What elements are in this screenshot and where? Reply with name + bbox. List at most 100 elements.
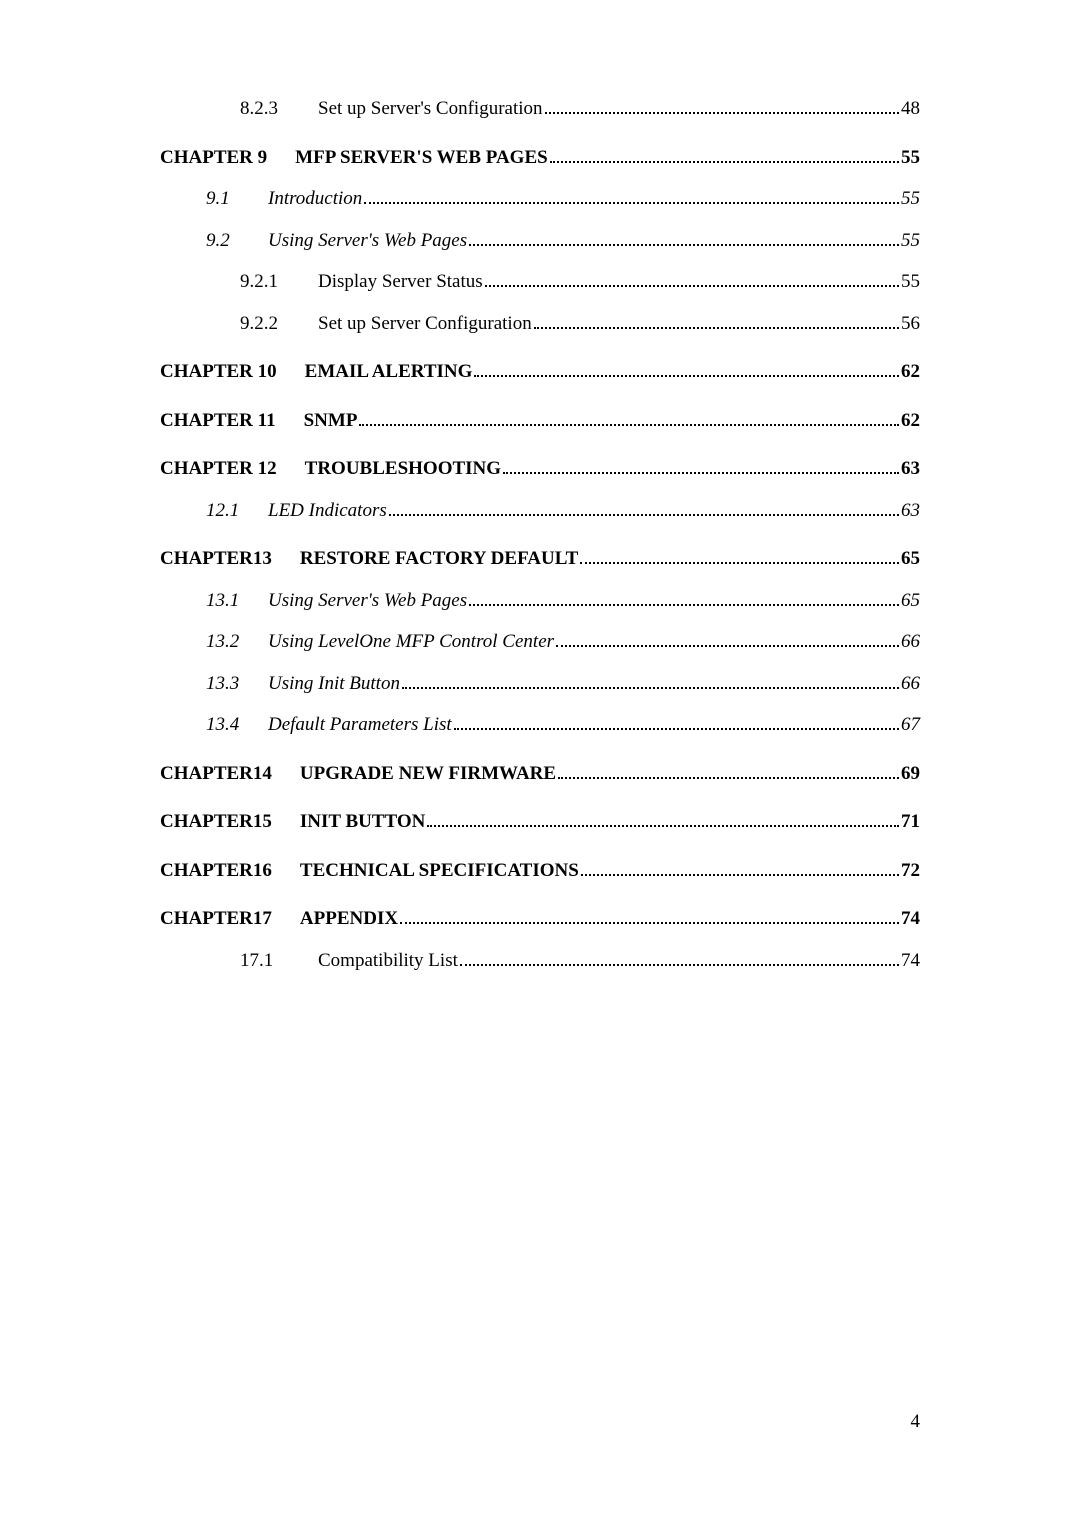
toc-page: 65 bbox=[901, 545, 920, 574]
toc-number: 13.2 bbox=[206, 628, 268, 657]
toc-title: MFP SERVER'S WEB PAGES bbox=[295, 144, 548, 173]
toc-page: 55 bbox=[901, 144, 920, 173]
toc-leader bbox=[545, 95, 899, 114]
toc-chapter: CHAPTER13 RESTORE FACTORY DEFAULT 65 bbox=[160, 545, 920, 574]
toc-chapter: CHAPTER16 TECHNICAL SPECIFICATIONS 72 bbox=[160, 857, 920, 886]
toc-title: Set up Server Configuration bbox=[318, 310, 532, 339]
toc-number: CHAPTER 9 bbox=[160, 144, 267, 173]
toc-leader bbox=[485, 268, 899, 287]
toc-entry: 17.1 Compatibility List 74 bbox=[160, 947, 920, 976]
toc-page: 67 bbox=[901, 711, 920, 740]
toc-title: Set up Server's Configuration bbox=[318, 95, 543, 124]
toc-entry: 9.2.2 Set up Server Configuration 56 bbox=[160, 310, 920, 339]
toc-number: 9.2 bbox=[206, 227, 268, 256]
toc-leader bbox=[469, 227, 899, 246]
toc-title: Using LevelOne MFP Control Center bbox=[268, 628, 554, 657]
toc-entry: 8.2.3 Set up Server's Configuration 48 bbox=[160, 95, 920, 124]
toc-chapter: CHAPTER15 INIT BUTTON 71 bbox=[160, 808, 920, 837]
toc-leader bbox=[503, 455, 899, 474]
toc-number: 13.4 bbox=[206, 711, 268, 740]
page-number: 4 bbox=[911, 1411, 921, 1433]
toc-page: 55 bbox=[901, 185, 920, 214]
toc-number: CHAPTER15 bbox=[160, 808, 272, 837]
toc-title: Compatibility List bbox=[318, 947, 458, 976]
toc-title: RESTORE FACTORY DEFAULT bbox=[300, 545, 578, 574]
toc-leader bbox=[580, 545, 899, 564]
toc-title: TROUBLESHOOTING bbox=[305, 455, 501, 484]
toc-entry: 9.1 Introduction 55 bbox=[160, 185, 920, 214]
toc-number: CHAPTER16 bbox=[160, 857, 272, 886]
toc-leader bbox=[402, 670, 899, 689]
toc-leader bbox=[359, 407, 899, 426]
toc-title: TECHNICAL SPECIFICATIONS bbox=[300, 857, 579, 886]
toc-number: CHAPTER13 bbox=[160, 545, 272, 574]
toc-title: EMAIL ALERTING bbox=[305, 358, 473, 387]
toc-leader bbox=[389, 497, 899, 516]
toc-page: 65 bbox=[901, 587, 920, 616]
toc-number: 17.1 bbox=[240, 947, 318, 976]
toc-page: 66 bbox=[901, 628, 920, 657]
toc-number: 13.1 bbox=[206, 587, 268, 616]
toc-title: INIT BUTTON bbox=[300, 808, 426, 837]
toc-leader bbox=[474, 358, 899, 377]
toc-number: 8.2.3 bbox=[240, 95, 318, 124]
toc-number: 12.1 bbox=[206, 497, 268, 526]
toc-page: 62 bbox=[901, 407, 920, 436]
toc-number: 9.1 bbox=[206, 185, 268, 214]
toc-title: Display Server Status bbox=[318, 268, 483, 297]
toc-leader bbox=[469, 587, 899, 606]
toc-leader bbox=[581, 857, 899, 876]
toc-chapter: CHAPTER 10 EMAIL ALERTING 62 bbox=[160, 358, 920, 387]
table-of-contents: 8.2.3 Set up Server's Configuration 48 C… bbox=[160, 95, 920, 975]
toc-page: 71 bbox=[901, 808, 920, 837]
toc-leader bbox=[400, 905, 899, 924]
toc-number: CHAPTER 11 bbox=[160, 407, 276, 436]
toc-number: CHAPTER 12 bbox=[160, 455, 277, 484]
toc-page: 55 bbox=[901, 268, 920, 297]
toc-title: Introduction bbox=[268, 185, 362, 214]
toc-number: 9.2.1 bbox=[240, 268, 318, 297]
toc-number: CHAPTER14 bbox=[160, 760, 272, 789]
toc-page: 63 bbox=[901, 455, 920, 484]
toc-leader bbox=[534, 310, 899, 329]
toc-page: 74 bbox=[901, 947, 920, 976]
toc-entry: 13.1 Using Server's Web Pages 65 bbox=[160, 587, 920, 616]
toc-entry: 9.2.1 Display Server Status 55 bbox=[160, 268, 920, 297]
toc-leader bbox=[364, 185, 899, 204]
toc-leader bbox=[460, 947, 899, 966]
toc-page: 62 bbox=[901, 358, 920, 387]
toc-page: 48 bbox=[901, 95, 920, 124]
toc-leader bbox=[550, 144, 899, 163]
toc-title: Using Server's Web Pages bbox=[268, 227, 467, 256]
toc-chapter: CHAPTER 11 SNMP 62 bbox=[160, 407, 920, 436]
toc-leader bbox=[556, 628, 899, 647]
toc-page: 66 bbox=[901, 670, 920, 699]
toc-title: Using Server's Web Pages bbox=[268, 587, 467, 616]
toc-number: CHAPTER17 bbox=[160, 905, 272, 934]
toc-leader bbox=[454, 711, 899, 730]
toc-title: LED Indicators bbox=[268, 497, 387, 526]
toc-title: APPENDIX bbox=[300, 905, 398, 934]
toc-leader bbox=[427, 808, 899, 827]
toc-chapter: CHAPTER 12 TROUBLESHOOTING 63 bbox=[160, 455, 920, 484]
toc-entry: 13.3 Using Init Button 66 bbox=[160, 670, 920, 699]
toc-entry: 12.1 LED Indicators 63 bbox=[160, 497, 920, 526]
toc-title: SNMP bbox=[304, 407, 358, 436]
toc-number: 9.2.2 bbox=[240, 310, 318, 339]
toc-title: Default Parameters List bbox=[268, 711, 452, 740]
toc-page: 55 bbox=[901, 227, 920, 256]
toc-number: CHAPTER 10 bbox=[160, 358, 277, 387]
toc-entry: 13.4 Default Parameters List 67 bbox=[160, 711, 920, 740]
toc-leader bbox=[558, 760, 899, 779]
toc-chapter: CHAPTER17 APPENDIX 74 bbox=[160, 905, 920, 934]
toc-entry: 9.2 Using Server's Web Pages 55 bbox=[160, 227, 920, 256]
toc-title: Using Init Button bbox=[268, 670, 400, 699]
toc-title: UPGRADE NEW FIRMWARE bbox=[300, 760, 556, 789]
toc-page: 74 bbox=[901, 905, 920, 934]
toc-page: 69 bbox=[901, 760, 920, 789]
toc-page: 56 bbox=[901, 310, 920, 339]
toc-chapter: CHAPTER 9 MFP SERVER'S WEB PAGES 55 bbox=[160, 144, 920, 173]
toc-page: 63 bbox=[901, 497, 920, 526]
toc-number: 13.3 bbox=[206, 670, 268, 699]
toc-page: 72 bbox=[901, 857, 920, 886]
